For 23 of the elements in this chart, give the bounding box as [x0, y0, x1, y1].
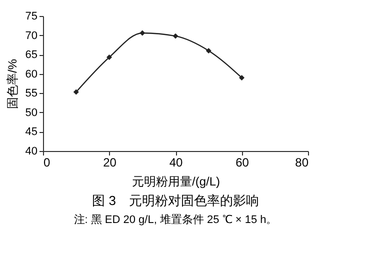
x-tick-label: 0 [44, 156, 50, 170]
y-tick-label: 75 [25, 10, 38, 22]
y-tick-label: 50 [25, 106, 38, 119]
point [206, 48, 212, 54]
point [140, 30, 146, 36]
y-tick-label: 60 [25, 68, 38, 80]
text: 注: 黑 ED 20 g/L, 堆置条件 25 ℃ × 15 h。 [74, 213, 278, 226]
y-tick-label: 55 [25, 88, 38, 100]
point [106, 54, 112, 60]
text: 图 3 元明粉对固色率的影响 [92, 193, 259, 208]
x-axis-title: 元明粉用量/(g/L) [132, 174, 220, 188]
x-tick-label: 40 [169, 156, 183, 170]
point [73, 89, 79, 95]
y-tick-label: 70 [25, 30, 38, 42]
point [239, 74, 244, 80]
point [172, 33, 178, 39]
x-tick-label: 80 [295, 156, 309, 170]
y-tick-label: 40 [25, 146, 38, 158]
y-tick-label: 65 [25, 49, 38, 62]
y-tick-label: 45 [25, 126, 38, 138]
x-tick-label: 60 [236, 156, 250, 170]
x-tick-label: 20 [103, 156, 117, 170]
y-axis-title: 固色率/% [5, 58, 20, 110]
